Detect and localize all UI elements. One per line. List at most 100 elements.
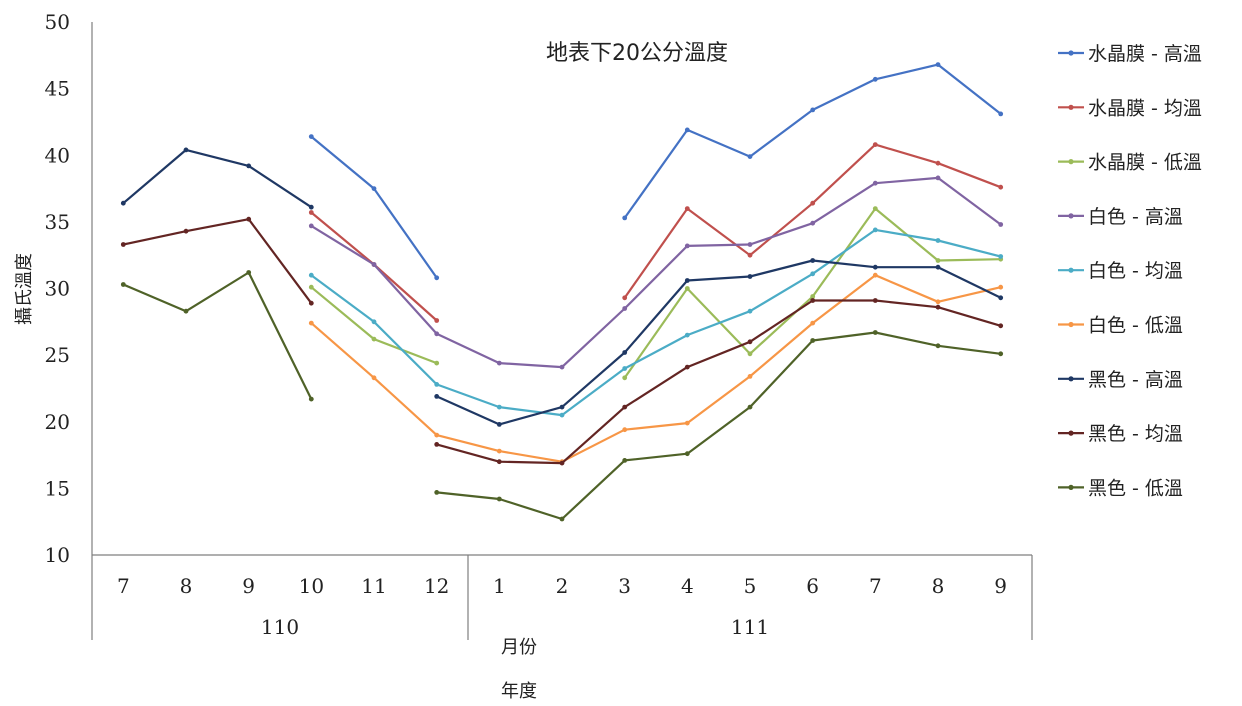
data-point (747, 242, 753, 247)
data-point (496, 422, 502, 427)
data-point (810, 298, 816, 303)
legend-label: 白色 - 均溫 (1088, 260, 1183, 282)
data-point (872, 206, 878, 212)
series-line (310, 176, 1002, 369)
series-group (308, 62, 1004, 281)
data-point (747, 154, 753, 160)
data-point (371, 319, 377, 325)
data-point (747, 308, 753, 314)
series-line (310, 228, 1001, 417)
data-point (559, 516, 565, 522)
data-point (559, 460, 565, 466)
data-point (684, 451, 690, 457)
data-point (246, 163, 252, 169)
legend-marker (1068, 484, 1074, 490)
data-point (308, 284, 314, 290)
legend-marker (1068, 159, 1074, 165)
data-point (496, 448, 502, 454)
data-point (434, 382, 440, 387)
legend-label: 白色 - 低溫 (1088, 315, 1183, 337)
data-point (371, 262, 377, 267)
data-point (998, 295, 1004, 301)
series-line (123, 218, 313, 304)
data-point (998, 351, 1004, 357)
data-point (810, 338, 816, 343)
series-line (436, 331, 1001, 521)
series-line (310, 135, 438, 279)
x-tick-label: 8 (180, 574, 193, 598)
data-point (998, 254, 1004, 259)
data-point (183, 308, 189, 314)
y-tick-label: 40 (45, 143, 70, 167)
data-point (747, 252, 753, 258)
data-point (872, 330, 878, 335)
legend-label: 水晶膜 - 低溫 (1088, 152, 1202, 174)
data-point (622, 215, 628, 221)
series-line (623, 63, 1002, 219)
data-point (120, 282, 126, 287)
data-point (872, 298, 878, 303)
data-point (872, 76, 878, 82)
data-point (308, 396, 314, 402)
legend-item: 水晶膜 - 均溫 (1058, 97, 1202, 119)
data-point (434, 331, 440, 337)
data-point (246, 270, 252, 275)
data-point (246, 216, 252, 222)
series-group (308, 206, 1004, 381)
legend-marker (1068, 430, 1074, 436)
data-point (998, 111, 1004, 117)
x-tick-label: 12 (424, 574, 449, 598)
data-point (935, 175, 941, 181)
data-point (684, 286, 690, 291)
data-point (308, 223, 314, 229)
x-tick-label: 1 (493, 574, 506, 598)
data-point (998, 222, 1004, 227)
data-point (935, 258, 941, 263)
data-point (684, 127, 690, 133)
data-point (622, 458, 628, 463)
data-point (308, 320, 314, 326)
x-axis-title-year: 年度 (501, 681, 537, 702)
data-point (935, 299, 941, 305)
data-point (622, 306, 628, 311)
y-tick-label: 45 (45, 77, 70, 101)
legend-marker (1068, 213, 1074, 219)
legend-item: 黑色 - 均溫 (1058, 423, 1183, 445)
x-tick-label: 6 (806, 574, 819, 598)
x-tick-label: 3 (618, 574, 631, 598)
data-point (371, 186, 377, 192)
x-tick-label: 7 (869, 574, 882, 598)
data-point (434, 360, 440, 366)
data-point (935, 62, 941, 67)
x-tick-label: 7 (117, 574, 130, 598)
y-tick-label: 30 (45, 277, 70, 301)
series-group (308, 227, 1004, 418)
data-point (872, 264, 878, 270)
x-tick-label: 8 (932, 574, 945, 598)
series-group (308, 175, 1004, 370)
data-point (308, 210, 314, 215)
data-point (434, 275, 440, 281)
legend-marker (1068, 50, 1074, 56)
x-tick-label: 2 (556, 574, 569, 598)
data-point (935, 304, 941, 310)
data-point (810, 200, 816, 206)
data-point (559, 364, 565, 370)
data-point (496, 360, 502, 366)
y-tick-label: 10 (45, 543, 70, 567)
legend-marker (1068, 376, 1074, 382)
legend-marker (1068, 104, 1074, 110)
series-line (310, 286, 438, 365)
x-tick-label: 11 (361, 574, 386, 598)
data-point (308, 134, 314, 140)
data-point (684, 278, 690, 283)
data-point (684, 364, 690, 370)
data-point (684, 243, 690, 249)
data-point (434, 442, 440, 447)
data-point (308, 272, 314, 278)
data-point (684, 332, 690, 338)
data-point (810, 271, 816, 277)
data-point (434, 394, 440, 399)
